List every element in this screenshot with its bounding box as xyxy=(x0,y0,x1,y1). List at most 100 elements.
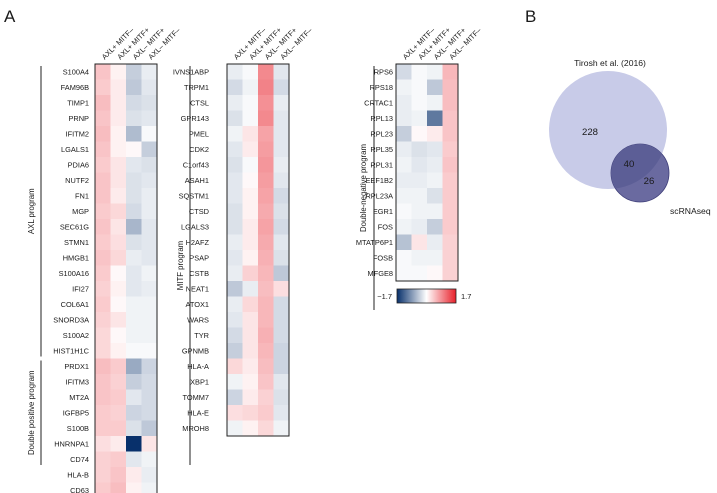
heatmap-cell xyxy=(95,250,111,266)
gene-label: RPL23A xyxy=(365,191,393,200)
gene-label: FAM96B xyxy=(61,83,89,92)
heatmap-cell xyxy=(227,281,243,297)
gene-label: ASAH1 xyxy=(185,176,209,185)
heatmap-cell xyxy=(273,312,290,328)
gene-label: MT2A xyxy=(69,393,89,402)
heatmap-cell xyxy=(242,296,259,313)
heatmap-cell xyxy=(141,141,158,158)
heatmap-cell xyxy=(110,250,127,266)
heatmap-cell xyxy=(411,126,428,142)
gene-label: PDIA6 xyxy=(68,160,89,169)
heatmap-cell xyxy=(442,126,459,142)
heatmap-cell xyxy=(141,374,158,390)
gene-label: MROH8 xyxy=(182,424,209,433)
heatmap-cell xyxy=(411,265,428,282)
heatmap-cell xyxy=(126,64,142,80)
heatmap-frame xyxy=(395,63,459,282)
heatmap-cell xyxy=(242,219,259,235)
heatmap-cell xyxy=(95,327,111,344)
heatmap-cell xyxy=(227,141,243,158)
heatmap-cell xyxy=(258,296,274,313)
heatmap-cell xyxy=(427,188,443,204)
gene-label: IFI27 xyxy=(72,284,89,293)
heatmap-cell xyxy=(273,234,290,251)
gene-label: IGFBP5 xyxy=(63,408,89,417)
heatmap-cell xyxy=(227,79,243,96)
heatmap-block: AXL+ MITF–AXL+ MITF+AXL– MITF+AXL– MITF–… xyxy=(173,25,315,465)
heatmap-cell xyxy=(242,389,259,406)
heatmap-cell xyxy=(242,420,259,437)
heatmap-cell xyxy=(258,95,274,111)
heatmap-cell xyxy=(242,281,259,297)
gene-label: FN1 xyxy=(75,191,89,200)
heatmap-cell xyxy=(396,110,412,127)
heatmap-cell xyxy=(95,64,111,80)
scale-min-label: −1.7 xyxy=(377,292,392,301)
heatmap-cell xyxy=(95,405,111,421)
heatmap-block: AXL+ MITF–AXL+ MITF+AXL– MITF+AXL– MITF–… xyxy=(27,25,183,493)
venn-diagram: Tirosh et al. (2016) scRNAseq 228 40 26 xyxy=(549,58,711,216)
heatmap-cell xyxy=(227,64,243,80)
heatmap-cell xyxy=(396,79,412,96)
heatmap-cell xyxy=(242,234,259,251)
heatmap-cell xyxy=(95,79,111,96)
heatmap-cell xyxy=(95,482,111,493)
heatmap-cell xyxy=(442,110,459,127)
heatmap-cell xyxy=(141,312,158,328)
heatmap-cell xyxy=(396,188,412,204)
heatmap-cell xyxy=(110,327,127,344)
gene-label: PSAP xyxy=(189,253,209,262)
heatmap-cell xyxy=(110,219,127,235)
heatmap-cell xyxy=(273,327,290,344)
gene-label: PRDX1 xyxy=(64,362,89,371)
heatmap-cell xyxy=(95,467,111,483)
heatmap-cell xyxy=(110,312,127,328)
heatmap-cell xyxy=(242,374,259,390)
heatmap-cell xyxy=(411,95,428,111)
heatmap-cell xyxy=(141,188,158,204)
heatmap-cell xyxy=(411,219,428,235)
heatmap-cell xyxy=(258,343,274,359)
heatmap-cell xyxy=(110,126,127,142)
gene-label: FOS xyxy=(378,222,393,231)
gene-label: CTSD xyxy=(189,207,209,216)
heatmap-cell xyxy=(110,436,127,452)
heatmap-cell xyxy=(141,203,158,220)
heatmap-cell xyxy=(273,110,290,127)
heatmap-cell xyxy=(396,172,412,189)
heatmap-cell xyxy=(258,420,274,437)
gene-label: RPL31 xyxy=(370,160,393,169)
gene-label: HLA-A xyxy=(187,362,209,371)
heatmap-cell xyxy=(141,157,158,173)
heatmap-cell xyxy=(411,172,428,189)
gene-label: RPS18 xyxy=(370,83,393,92)
heatmap-cell xyxy=(126,234,142,251)
gene-label: GPR143 xyxy=(181,114,209,123)
heatmap-cell xyxy=(273,203,290,220)
heatmap-cell xyxy=(141,343,158,359)
heatmap-cell xyxy=(95,188,111,204)
gene-label: RPL13 xyxy=(370,114,393,123)
gene-label: COL6A1 xyxy=(61,300,89,309)
heatmap-cell xyxy=(242,157,259,173)
heatmap-cell xyxy=(258,250,274,266)
heatmap-cell xyxy=(126,157,142,173)
heatmap-cell xyxy=(95,234,111,251)
venn-set-label-tirosh: Tirosh et al. (2016) xyxy=(574,58,646,68)
heatmap-cell xyxy=(95,265,111,282)
heatmap-panel: AXL+ MITF–AXL+ MITF+AXL– MITF+AXL– MITF–… xyxy=(27,25,484,493)
gene-label: EGR1 xyxy=(373,207,393,216)
heatmap-cell xyxy=(227,219,243,235)
heatmap-cell xyxy=(126,79,142,96)
heatmap-cell xyxy=(396,64,412,80)
heatmap-cell xyxy=(427,265,443,282)
heatmap-cell xyxy=(411,188,428,204)
gene-label: STMN1 xyxy=(64,238,89,247)
heatmap-cell xyxy=(95,203,111,220)
gene-label: CSTB xyxy=(189,269,209,278)
heatmap-cell xyxy=(242,188,259,204)
heatmap-cell xyxy=(227,312,243,328)
gene-label: PMEL xyxy=(189,129,209,138)
heatmap-cell xyxy=(141,389,158,406)
